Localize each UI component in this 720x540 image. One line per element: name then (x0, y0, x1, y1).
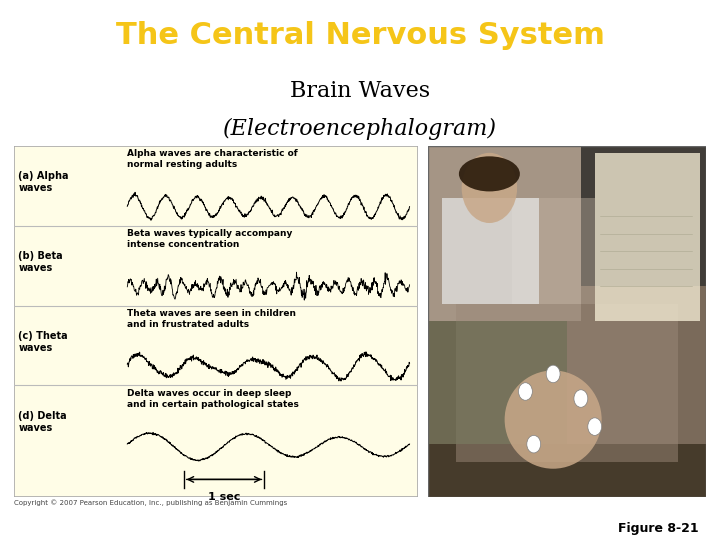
Text: Beta waves typically accompany
intense concentration: Beta waves typically accompany intense c… (127, 229, 292, 249)
Text: Brain Waves: Brain Waves (290, 80, 430, 103)
Circle shape (462, 153, 517, 223)
Circle shape (546, 365, 560, 383)
Ellipse shape (459, 156, 520, 192)
Text: The Central Nervous System: The Central Nervous System (116, 21, 604, 50)
Ellipse shape (505, 370, 602, 469)
Circle shape (518, 383, 532, 400)
Text: Delta waves occur in deep sleep
and in certain pathological states: Delta waves occur in deep sleep and in c… (127, 389, 300, 409)
Circle shape (527, 435, 541, 453)
Bar (428, 444, 706, 497)
Text: Theta waves are seen in children
and in frustrated adults: Theta waves are seen in children and in … (127, 309, 297, 329)
Circle shape (588, 418, 602, 435)
Bar (581, 146, 706, 286)
Bar (428, 321, 567, 444)
Bar (456, 303, 678, 462)
Circle shape (574, 390, 588, 407)
Text: (Electroencephalogram): (Electroencephalogram) (223, 118, 497, 140)
Text: 1 sec: 1 sec (208, 492, 240, 502)
Bar (511, 198, 595, 303)
Text: (b) Beta
waves: (b) Beta waves (19, 251, 63, 273)
Bar (595, 153, 700, 321)
Text: Copyright © 2007 Pearson Education, Inc., publishing as Benjamin Cummings: Copyright © 2007 Pearson Education, Inc.… (14, 500, 288, 506)
Text: (d) Delta
waves: (d) Delta waves (19, 410, 67, 433)
Bar (428, 146, 581, 321)
Text: (a) Alpha
waves: (a) Alpha waves (19, 171, 69, 193)
Text: Alpha waves are characteristic of
normal resting adults: Alpha waves are characteristic of normal… (127, 149, 298, 170)
Text: Figure 8-21: Figure 8-21 (618, 522, 698, 535)
Bar (442, 198, 539, 303)
Text: (c) Theta
waves: (c) Theta waves (19, 330, 68, 353)
